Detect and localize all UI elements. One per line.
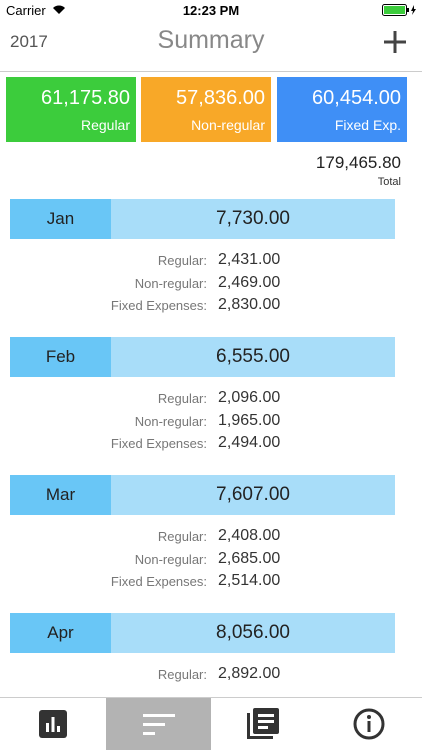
- total-label: Total: [377, 176, 401, 188]
- tab-list[interactable]: [247, 708, 279, 740]
- summary-card: 57,836.00 Non-regular: [141, 77, 271, 142]
- month-header[interactable]: Feb 6,555.00: [10, 337, 395, 377]
- battery-icon: [382, 4, 416, 16]
- row-value: 2,494.00: [218, 434, 281, 451]
- add-button[interactable]: [383, 30, 407, 54]
- row-value: 2,096.00: [218, 389, 281, 406]
- month-header[interactable]: Mar 7,607.00: [10, 475, 395, 515]
- summary-card: 61,175.80 Regular: [6, 77, 136, 142]
- row-label: Non-regular:: [134, 413, 207, 429]
- card-label: Fixed Exp.: [334, 117, 401, 133]
- tab-info[interactable]: [353, 708, 385, 740]
- row-label: Non-regular:: [134, 551, 207, 567]
- year-button[interactable]: 2017: [10, 32, 48, 51]
- card-label: Regular: [80, 117, 130, 133]
- tab-bar: [0, 697, 422, 750]
- summary-card: 60,454.00 Fixed Exp.: [277, 77, 407, 142]
- month-header[interactable]: Apr 8,056.00: [10, 613, 395, 653]
- month-total: 7,607.00: [216, 484, 290, 505]
- month-name: Mar: [10, 475, 111, 515]
- card-value: 61,175.80: [41, 87, 130, 109]
- carrier: Carrier: [6, 3, 46, 18]
- month-total: 6,555.00: [216, 346, 290, 367]
- row-value: 1,965.00: [218, 411, 281, 429]
- month-name: Jan: [10, 199, 111, 239]
- row-label: Regular:: [157, 391, 207, 406]
- row-value: 2,408.00: [218, 527, 281, 544]
- card-value: 60,454.00: [312, 87, 401, 109]
- row-value: 2,830.00: [218, 296, 281, 313]
- row-label: Fixed Expenses:: [110, 298, 207, 313]
- card-value: 57,836.00: [176, 87, 265, 109]
- row-value: 2,469.00: [218, 273, 281, 291]
- month-total: 7,730.00: [216, 208, 290, 229]
- clock: 12:23 PM: [182, 3, 240, 18]
- card-label: Non-regular: [191, 117, 265, 133]
- row-label: Fixed Expenses:: [110, 436, 207, 451]
- row-label: Regular:: [157, 667, 207, 682]
- tab-chart[interactable]: [39, 710, 67, 738]
- month-name: Feb: [10, 337, 111, 377]
- total-value: 179,465.80: [315, 153, 401, 172]
- month-header[interactable]: Jan 7,730.00: [10, 199, 395, 239]
- month-name: Apr: [10, 613, 111, 653]
- row-value: 2,892.00: [218, 665, 281, 682]
- row-label: Regular:: [157, 529, 207, 544]
- row-label: Regular:: [157, 253, 207, 268]
- row-value: 2,431.00: [218, 251, 281, 268]
- month-list: Jan 7,730.00 Regular: 2,431.00 Non-regular: 2…: [0, 190, 422, 697]
- tab-summary[interactable]: [143, 714, 175, 736]
- row-label: Non-regular:: [134, 275, 207, 291]
- month-total: 8,056.00: [216, 622, 290, 643]
- wifi-icon: [53, 5, 65, 14]
- row-value: 2,514.00: [218, 572, 281, 589]
- page-title: Summary: [157, 26, 265, 54]
- row-label: Fixed Expenses:: [110, 574, 207, 589]
- row-value: 2,685.00: [218, 549, 281, 567]
- header-divider: [0, 71, 422, 72]
